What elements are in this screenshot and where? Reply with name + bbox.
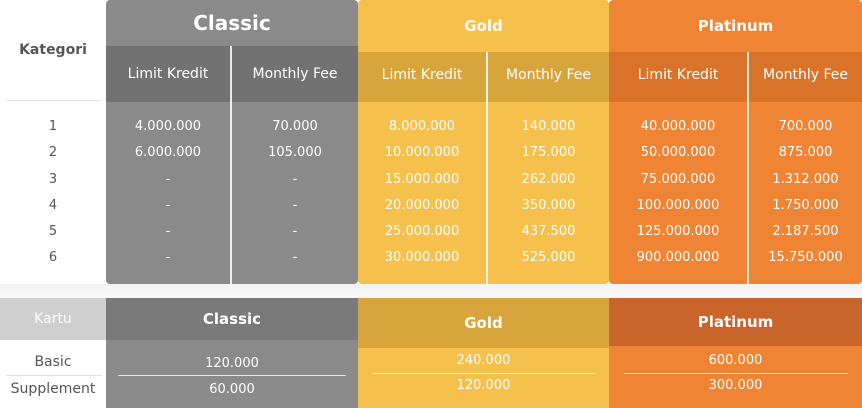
gold-column-divider bbox=[486, 52, 488, 284]
platinum-tier-title: Platinum bbox=[609, 0, 862, 52]
platinum-fee-cell: 15.750.000 bbox=[768, 249, 843, 265]
bottom-platinum-header: Platinum bbox=[609, 298, 862, 346]
gold-fee-cell: 262.000 bbox=[521, 171, 576, 187]
gold-basic-value: 240.000 bbox=[456, 352, 511, 368]
kartu-header: Kartu bbox=[0, 298, 106, 340]
gold-tier-title: Gold bbox=[358, 0, 609, 52]
platinum-supplement-value: 300.000 bbox=[708, 377, 763, 393]
gold-fee-cell: 525.000 bbox=[521, 249, 576, 265]
classic-body bbox=[106, 102, 358, 284]
gold-fee-cell: 175.000 bbox=[521, 144, 576, 160]
category-number: 3 bbox=[48, 171, 58, 187]
kategori-header: Kategori bbox=[19, 42, 87, 58]
category-number: 2 bbox=[48, 144, 58, 160]
row-label-basic: Basic bbox=[34, 354, 72, 370]
classic-limit-cell: 4.000.000 bbox=[134, 118, 202, 134]
classic-fee-cell: - bbox=[292, 223, 298, 239]
platinum-limit-cell: 100.000.000 bbox=[636, 197, 720, 213]
classic-limit-cell: - bbox=[165, 223, 171, 239]
gold-limit-cell: 10.000.000 bbox=[384, 144, 460, 160]
platinum-fee-label: Monthly Fee bbox=[762, 67, 849, 83]
platinum-limit-cell: 50.000.000 bbox=[640, 144, 716, 160]
section-separator bbox=[0, 284, 862, 298]
gold-fee-cell: 350.000 bbox=[521, 197, 576, 213]
bottom-gold-header: Gold bbox=[358, 298, 609, 348]
gold-fee-cell: 140.000 bbox=[521, 118, 576, 134]
platinum-basic-value: 600.000 bbox=[708, 352, 763, 368]
gold-fee-label: Monthly Fee bbox=[505, 67, 592, 83]
platinum-fee-cell: 2.187.500 bbox=[772, 223, 839, 239]
bottom-classic-header: Classic bbox=[106, 298, 358, 340]
gold-limit-label: Limit Kredit bbox=[381, 67, 463, 83]
classic-subheader bbox=[106, 46, 358, 102]
classic-limit-cell: - bbox=[165, 171, 171, 187]
classic-fee-cell: - bbox=[292, 171, 298, 187]
bottom-classic-body bbox=[106, 340, 358, 408]
platinum-limit-cell: 900.000.000 bbox=[636, 249, 720, 265]
classic-fee-cell: - bbox=[292, 197, 298, 213]
classic-fee-cell: - bbox=[292, 249, 298, 265]
category-number: 5 bbox=[48, 223, 58, 239]
classic-supplement-value: 60.000 bbox=[209, 381, 255, 397]
platinum-fee-cell: 700.000 bbox=[778, 118, 833, 134]
gold-supplement-value: 120.000 bbox=[456, 377, 511, 393]
bottom-platinum-body bbox=[609, 346, 862, 408]
platinum-fee-cell: 1.312.000 bbox=[772, 171, 839, 187]
gold-limit-cell: 30.000.000 bbox=[384, 249, 460, 265]
classic-fee-label: Monthly Fee bbox=[252, 66, 338, 82]
category-number: 1 bbox=[48, 118, 58, 134]
platinum-column-divider bbox=[747, 52, 749, 284]
bottom-gold-body bbox=[358, 348, 609, 408]
row-label-supplement: Supplement bbox=[10, 381, 96, 397]
classic-fee-cell: 70.000 bbox=[272, 118, 318, 134]
kategori-divider bbox=[6, 100, 102, 101]
platinum-fee-cell: 1.750.000 bbox=[772, 197, 839, 213]
gold-limit-cell: 8.000.000 bbox=[388, 118, 456, 134]
classic-limit-cell: 6.000.000 bbox=[134, 144, 202, 160]
category-number: 6 bbox=[48, 249, 58, 265]
platinum-fee-cell: 875.000 bbox=[778, 144, 833, 160]
platinum-limit-cell: 125.000.000 bbox=[636, 223, 720, 239]
classic-limit-cell: - bbox=[165, 249, 171, 265]
classic-basic-value: 120.000 bbox=[205, 355, 259, 371]
classic-row-divider bbox=[118, 375, 346, 376]
classic-limit-label: Limit Kredit bbox=[127, 66, 209, 82]
platinum-limit-label: Limit Kredit bbox=[637, 67, 719, 83]
platinum-row-divider bbox=[624, 373, 848, 374]
gold-fee-cell: 437.500 bbox=[521, 223, 576, 239]
classic-limit-cell: - bbox=[165, 197, 171, 213]
platinum-limit-cell: 40.000.000 bbox=[640, 118, 716, 134]
gold-subheader bbox=[358, 52, 609, 102]
classic-tier-title: Classic bbox=[106, 0, 358, 46]
classic-fee-cell: 105.000 bbox=[268, 144, 322, 160]
platinum-subheader bbox=[609, 52, 862, 102]
gold-body bbox=[358, 102, 609, 284]
gold-limit-cell: 15.000.000 bbox=[384, 171, 460, 187]
gold-limit-cell: 20.000.000 bbox=[384, 197, 460, 213]
classic-column-divider bbox=[230, 46, 232, 284]
row-divider bbox=[6, 375, 102, 376]
platinum-body bbox=[609, 102, 862, 284]
gold-row-divider bbox=[372, 373, 596, 374]
platinum-limit-cell: 75.000.000 bbox=[640, 171, 716, 187]
gold-limit-cell: 25.000.000 bbox=[384, 223, 460, 239]
category-number: 4 bbox=[48, 197, 58, 213]
